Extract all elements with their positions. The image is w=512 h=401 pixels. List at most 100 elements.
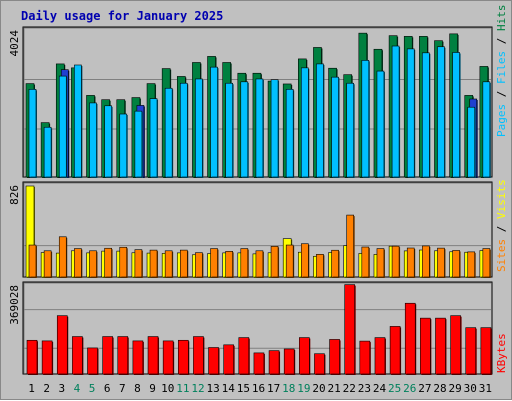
legend-separator: / <box>495 219 508 239</box>
bar-files <box>225 82 234 178</box>
bar-kbytes <box>299 337 311 375</box>
bar-kbytes <box>208 347 220 375</box>
bar-body <box>238 337 250 375</box>
bar-body <box>43 250 52 278</box>
bar-sites <box>134 249 143 278</box>
legend-entry: Pages <box>495 104 508 137</box>
x-tick-label: 19 <box>297 382 310 395</box>
bar-files <box>361 60 370 178</box>
bar-body <box>376 248 385 278</box>
x-tick-label: 4 <box>74 382 81 395</box>
bar-body <box>391 245 400 278</box>
bar-files <box>331 76 340 178</box>
bar-sites <box>467 251 476 278</box>
bar-body <box>301 67 309 178</box>
bar-body <box>87 347 98 375</box>
bar-kbytes <box>56 315 69 375</box>
bar-files <box>316 63 325 178</box>
bar-sites <box>422 245 431 278</box>
bar-body <box>316 254 324 278</box>
bar-body <box>270 246 279 278</box>
bar-kbytes <box>223 344 235 375</box>
bar-body <box>149 98 158 178</box>
bar-files <box>285 89 295 178</box>
sites-legend: Sites / Visits <box>495 179 508 272</box>
bar-sites <box>104 247 113 278</box>
bar-body <box>195 78 203 178</box>
bar-body <box>316 63 324 178</box>
bar-sites <box>179 249 189 278</box>
bar-body <box>102 336 113 375</box>
y-max-label: 826 <box>8 185 21 205</box>
bar-kbytes <box>283 348 296 375</box>
panel-sites <box>22 181 493 278</box>
x-tick-label: 27 <box>418 382 431 395</box>
bar-body <box>359 340 371 375</box>
bar-body <box>179 82 188 178</box>
x-tick-label: 17 <box>267 382 280 395</box>
panel-kbytes <box>22 281 493 375</box>
bar-kbytes <box>359 340 371 375</box>
bar-kbytes <box>102 336 114 375</box>
bar-body <box>452 250 460 278</box>
y-max-label: 4024 <box>8 30 21 57</box>
bar-sites <box>28 244 37 278</box>
bar-body <box>391 45 400 178</box>
bar-files <box>149 98 159 178</box>
bar-files <box>240 81 249 178</box>
x-tick-label: 16 <box>252 382 265 395</box>
bar-body <box>376 70 385 178</box>
bar-body <box>389 326 401 375</box>
bar-body <box>301 243 309 278</box>
bar-body <box>104 105 112 178</box>
bar-kbytes <box>132 340 144 375</box>
bar-body <box>134 110 143 178</box>
bar-kbytes <box>314 353 326 375</box>
bar-body <box>404 302 416 375</box>
bar-body <box>72 336 83 375</box>
bar-body <box>210 248 218 278</box>
bar-body <box>452 52 460 178</box>
bar-sites <box>270 246 280 278</box>
bar-kbytes <box>87 347 99 375</box>
bar-kbytes <box>435 317 447 375</box>
bar-body <box>119 246 128 278</box>
bar-body <box>119 113 128 178</box>
bar-body <box>422 245 430 278</box>
bar-files <box>301 67 310 178</box>
x-tick-label: 26 <box>403 382 416 395</box>
bar-files <box>58 75 68 178</box>
bar-files <box>482 81 491 178</box>
bar-kbytes <box>147 336 160 375</box>
bar-body <box>406 247 415 278</box>
bar-body <box>26 339 38 375</box>
x-tick-label: 18 <box>282 382 295 395</box>
bar-files <box>391 45 401 178</box>
bar-files <box>255 78 264 178</box>
bar-body <box>480 327 492 375</box>
bar-kbytes <box>404 302 417 375</box>
bar-body <box>177 339 189 375</box>
bar-files <box>74 64 83 178</box>
bar-sites <box>225 251 234 278</box>
bar-body <box>283 348 295 375</box>
bar-files <box>104 105 113 178</box>
x-tick-label: 12 <box>191 382 204 395</box>
hits-legend: Pages / Files / Hits <box>495 5 508 138</box>
bar-files <box>195 78 204 178</box>
bar-body <box>314 353 325 375</box>
bar-body <box>43 126 52 178</box>
bar-files <box>119 113 128 178</box>
bar-files <box>134 110 143 178</box>
bar-body <box>225 251 233 278</box>
bar-sites <box>452 250 461 278</box>
bar-body <box>482 81 491 178</box>
legend-entry: Files <box>495 51 508 84</box>
bar-kbytes <box>344 284 356 375</box>
bar-body <box>450 315 461 375</box>
bar-sites <box>164 250 174 278</box>
bar-body <box>270 79 279 178</box>
legend-entry: Hits <box>495 5 508 32</box>
bar-body <box>329 339 340 375</box>
